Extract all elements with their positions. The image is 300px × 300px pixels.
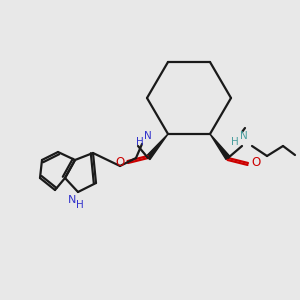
Text: O: O <box>251 157 261 169</box>
Polygon shape <box>210 134 230 160</box>
Polygon shape <box>146 134 168 160</box>
Text: H: H <box>136 137 144 147</box>
Text: N: N <box>240 131 248 141</box>
Text: N: N <box>68 195 76 205</box>
Text: O: O <box>116 157 124 169</box>
Text: H: H <box>231 137 239 147</box>
Text: N: N <box>144 131 152 141</box>
Text: H: H <box>76 200 84 210</box>
